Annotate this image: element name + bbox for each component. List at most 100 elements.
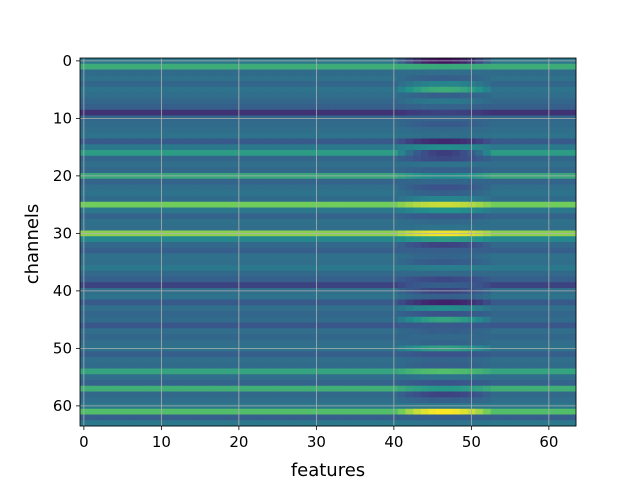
- heatmap-cell: [219, 104, 228, 111]
- heatmap-cell: [188, 150, 197, 157]
- heatmap-cell: [529, 293, 538, 300]
- heatmap-cell: [405, 247, 414, 254]
- heatmap-cell: [452, 293, 461, 300]
- heatmap-cell: [227, 270, 236, 277]
- heatmap-cell: [142, 357, 151, 364]
- heatmap-cell: [126, 144, 135, 151]
- x-tick-label: 40: [384, 433, 403, 451]
- heatmap-cell: [359, 184, 368, 191]
- heatmap-cell: [320, 121, 329, 128]
- heatmap-cell: [87, 121, 96, 128]
- heatmap-cell: [374, 92, 383, 99]
- heatmap-cell: [126, 69, 135, 76]
- heatmap-cell: [273, 104, 282, 111]
- heatmap-cell: [359, 127, 368, 134]
- heatmap-cell: [87, 213, 96, 220]
- heatmap-cell: [537, 236, 546, 243]
- heatmap-cell: [498, 328, 507, 335]
- heatmap-cell: [459, 311, 468, 318]
- heatmap-cell: [335, 253, 344, 260]
- heatmap-cell: [126, 385, 135, 392]
- heatmap-cell: [289, 282, 298, 289]
- heatmap-cell: [258, 351, 267, 358]
- heatmap-cell: [304, 408, 313, 415]
- heatmap-cell: [227, 127, 236, 134]
- heatmap-cell: [149, 121, 158, 128]
- heatmap-cell: [149, 305, 158, 312]
- heatmap-cell: [126, 127, 135, 134]
- heatmap-cell: [188, 414, 197, 421]
- heatmap-cell: [196, 414, 205, 421]
- heatmap-cell: [250, 98, 259, 105]
- heatmap-cell: [506, 138, 515, 145]
- heatmap-cell: [428, 213, 437, 220]
- heatmap-cell: [118, 305, 127, 312]
- heatmap-cell: [475, 311, 484, 318]
- heatmap-cell: [266, 213, 275, 220]
- heatmap-cell: [521, 299, 530, 306]
- heatmap-cell: [483, 167, 492, 174]
- heatmap-cell: [405, 121, 414, 128]
- heatmap-cell: [498, 196, 507, 203]
- heatmap-cell: [281, 276, 290, 283]
- heatmap-cell: [227, 351, 236, 358]
- heatmap-cell: [444, 259, 453, 266]
- heatmap-cell: [95, 293, 104, 300]
- heatmap-cell: [483, 265, 492, 272]
- heatmap-cell: [304, 155, 313, 162]
- heatmap-cell: [452, 408, 461, 415]
- heatmap-cell: [304, 109, 313, 116]
- heatmap-cell: [134, 98, 143, 105]
- heatmap-cell: [514, 299, 523, 306]
- heatmap-cell: [320, 167, 329, 174]
- heatmap-cell: [188, 184, 197, 191]
- heatmap-cell: [436, 270, 445, 277]
- heatmap-cell: [273, 311, 282, 318]
- heatmap-cell: [428, 420, 437, 427]
- heatmap-cell: [180, 213, 189, 220]
- heatmap-cell: [498, 299, 507, 306]
- heatmap-cell: [475, 224, 484, 231]
- heatmap-cell: [397, 201, 406, 208]
- heatmap-cell: [328, 207, 337, 214]
- heatmap-cell: [95, 63, 104, 70]
- heatmap-cell: [142, 236, 151, 243]
- heatmap-cell: [180, 155, 189, 162]
- heatmap-cell: [204, 305, 213, 312]
- heatmap-cell: [165, 155, 174, 162]
- heatmap-cell: [328, 155, 337, 162]
- heatmap-cell: [506, 150, 515, 157]
- heatmap-cell: [537, 224, 546, 231]
- heatmap-cell: [413, 224, 422, 231]
- heatmap-cell: [149, 213, 158, 220]
- heatmap-cell: [165, 316, 174, 323]
- heatmap-cell: [258, 178, 267, 185]
- heatmap-cell: [165, 362, 174, 369]
- heatmap-cell: [149, 224, 158, 231]
- heatmap-cell: [281, 207, 290, 214]
- heatmap-cell: [320, 236, 329, 243]
- heatmap-cell: [529, 161, 538, 168]
- heatmap-cell: [149, 92, 158, 99]
- heatmap-cell: [188, 385, 197, 392]
- heatmap-cell: [304, 276, 313, 283]
- heatmap-cell: [134, 282, 143, 289]
- heatmap-cell: [568, 196, 577, 203]
- heatmap-cell: [514, 127, 523, 134]
- heatmap-cell: [196, 276, 205, 283]
- heatmap-cell: [366, 362, 375, 369]
- heatmap-cell: [490, 138, 499, 145]
- heatmap-cell: [149, 190, 158, 197]
- heatmap-cell: [498, 98, 507, 105]
- heatmap-cell: [204, 282, 213, 289]
- heatmap-cell: [227, 305, 236, 312]
- heatmap-cell: [351, 253, 360, 260]
- heatmap-cell: [204, 86, 213, 93]
- heatmap-cell: [118, 196, 127, 203]
- heatmap-cell: [173, 190, 182, 197]
- heatmap-cell: [95, 196, 104, 203]
- heatmap-cell: [359, 247, 368, 254]
- heatmap-cell: [397, 385, 406, 392]
- heatmap-cell: [413, 201, 422, 208]
- heatmap-cell: [258, 362, 267, 369]
